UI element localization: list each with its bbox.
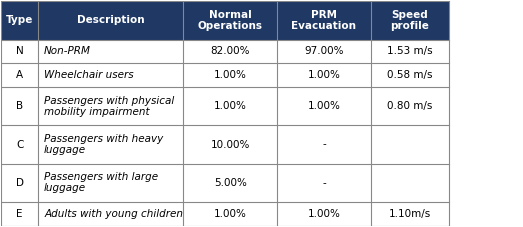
Text: Speed
profile: Speed profile [390, 10, 429, 31]
Text: 1.00%: 1.00% [308, 70, 340, 80]
Text: 1.00%: 1.00% [308, 101, 340, 111]
Text: 0.80 m/s: 0.80 m/s [387, 101, 433, 111]
Text: 97.00%: 97.00% [304, 47, 344, 57]
Text: 5.00%: 5.00% [214, 178, 247, 188]
Bar [2, 1, 449, 39]
Text: Passengers with large
luggage: Passengers with large luggage [44, 172, 158, 193]
Text: N: N [16, 47, 24, 57]
Text: -: - [322, 140, 326, 150]
Text: Passengers with physical
mobility impairment: Passengers with physical mobility impair… [44, 96, 174, 117]
Text: Type: Type [6, 15, 33, 25]
Text: 1.00%: 1.00% [214, 101, 247, 111]
Text: A: A [16, 70, 23, 80]
Text: 1.00%: 1.00% [214, 209, 247, 219]
Text: 1.53 m/s: 1.53 m/s [387, 47, 433, 57]
Text: Normal
Operations: Normal Operations [198, 10, 263, 31]
Text: Passengers with heavy
luggage: Passengers with heavy luggage [44, 134, 163, 155]
Text: Description: Description [77, 15, 144, 25]
Bar [2, 87, 449, 126]
Text: E: E [16, 209, 23, 219]
Text: PRM
Evacuation: PRM Evacuation [291, 10, 357, 31]
Text: Wheelchair users: Wheelchair users [44, 70, 134, 80]
Text: -: - [322, 178, 326, 188]
Text: 1.00%: 1.00% [214, 70, 247, 80]
Bar [2, 39, 449, 63]
Text: 1.10m/s: 1.10m/s [389, 209, 431, 219]
Bar [2, 164, 449, 202]
Bar [2, 63, 449, 87]
Text: 82.00%: 82.00% [211, 47, 250, 57]
Text: 0.58 m/s: 0.58 m/s [387, 70, 433, 80]
Text: B: B [16, 101, 23, 111]
Text: D: D [16, 178, 24, 188]
Text: C: C [16, 140, 24, 150]
Text: Adults with young children: Adults with young children [44, 209, 183, 219]
Text: 1.00%: 1.00% [308, 209, 340, 219]
Text: 10.00%: 10.00% [211, 140, 250, 150]
Text: Non-PRM: Non-PRM [44, 47, 91, 57]
Bar [2, 202, 449, 226]
Bar [2, 126, 449, 164]
